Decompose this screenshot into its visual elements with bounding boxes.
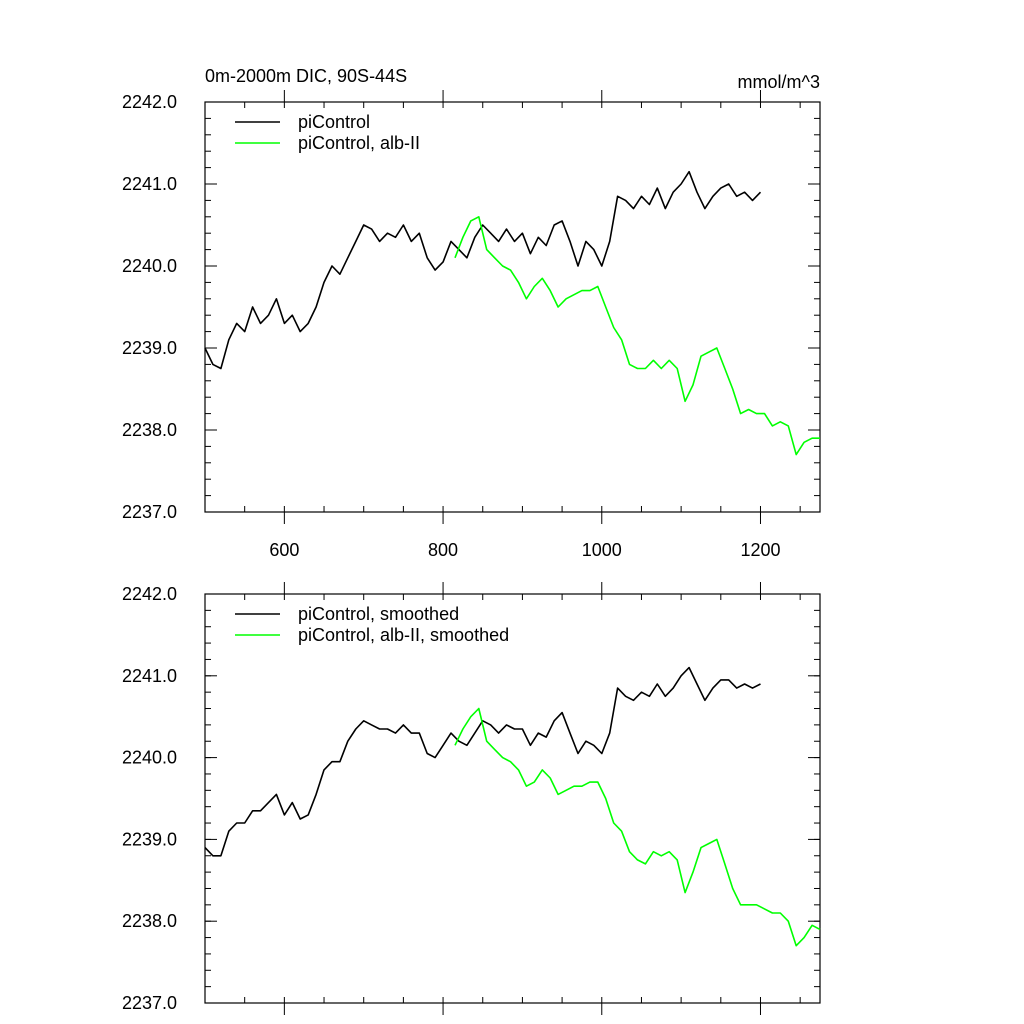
y-tick-label: 2237.0 [122,502,177,522]
series-line-1 [454,707,821,947]
legend-label: piControl, alb-II [298,133,420,153]
chart-title: 0m-2000m DIC, 90S-44S [205,66,407,86]
series-line-1 [454,216,820,456]
y-tick-label: 2237.0 [122,993,177,1013]
y-tick-label: 2239.0 [122,829,177,849]
series-line-0 [204,666,761,857]
y-tick-label: 2241.0 [122,666,177,686]
plot-frame [204,593,821,1004]
top-chart-panel: 2237.0 2238.0 2239.0 2240.0 2241.0 2242.0 600 8… [122,66,821,560]
y-tick-label: 2240.0 [122,748,177,768]
legend-label: piControl, alb-II, smoothed [298,625,509,645]
y-tick-label: 2241.0 [122,174,177,194]
x-tick-label: 800 [428,540,458,560]
y-tick-label: 2240.0 [122,256,177,276]
x-tick-label: 1200 [740,540,780,560]
y-tick-label: 2238.0 [122,911,177,931]
plot-frame [204,101,821,513]
y-tick-label: 2238.0 [122,420,177,440]
units-label: mmol/m^3 [738,72,820,92]
x-tick-label: 1000 [582,540,622,560]
legend-label: piControl [298,112,370,132]
y-tick-label: 2242.0 [122,92,177,112]
series-line-0 [204,170,762,370]
y-tick-label: 2239.0 [122,338,177,358]
y-tick-label: 2242.0 [122,584,177,604]
x-tick-label: 600 [269,540,299,560]
legend-label: piControl, smoothed [298,604,459,624]
bottom-chart-panel: 2237.0 2238.0 2239.0 2240.0 2241.0 2242.0 piCo… [122,582,821,1015]
